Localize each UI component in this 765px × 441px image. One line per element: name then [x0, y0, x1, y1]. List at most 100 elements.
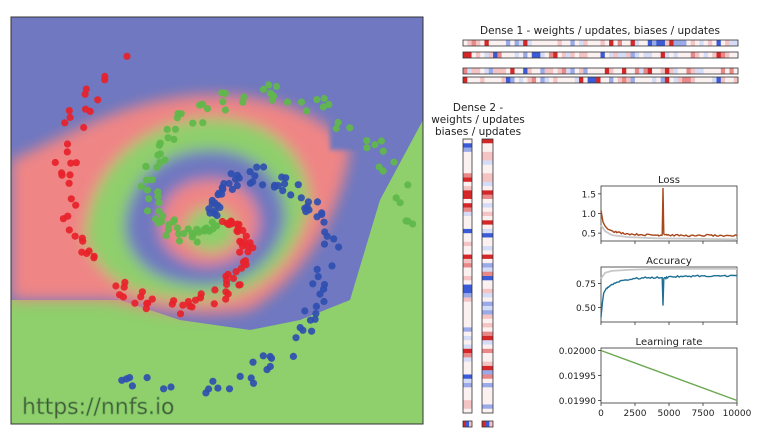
heat-cell — [720, 52, 726, 58]
heat-cell — [725, 52, 730, 58]
series-line-train — [600, 274, 738, 318]
heat-cell — [725, 40, 730, 46]
heat-cell — [570, 77, 576, 83]
heat-cell — [482, 181, 493, 187]
heat-cell — [482, 374, 493, 380]
data-point — [145, 195, 153, 203]
heat-cell — [574, 77, 580, 83]
heat-cell — [587, 52, 593, 58]
data-point — [78, 248, 86, 256]
heat-cell — [518, 77, 524, 83]
data-point — [94, 96, 102, 104]
heat-cell — [482, 288, 493, 294]
heat-cell — [497, 52, 502, 58]
heat-cell — [643, 40, 649, 46]
heat-cell — [566, 77, 571, 83]
heat-cell — [682, 68, 687, 74]
data-point — [112, 282, 120, 290]
x-tick-label: 5000 — [658, 409, 681, 419]
heat-cell — [463, 246, 472, 251]
data-point — [131, 299, 139, 307]
heat-cell — [463, 77, 468, 83]
data-point — [193, 225, 201, 233]
heat-cell — [695, 52, 700, 58]
heat-cell — [720, 40, 726, 46]
heat-cell — [561, 40, 567, 46]
heat-cell — [482, 190, 493, 195]
data-point — [292, 334, 300, 342]
data-point — [66, 113, 74, 121]
data-point — [396, 199, 404, 207]
heat-cell — [634, 77, 640, 83]
data-point — [246, 168, 254, 176]
data-point — [363, 144, 371, 152]
data-point — [71, 232, 79, 240]
heat-cell — [482, 348, 493, 354]
heat-cell — [669, 68, 674, 74]
data-point — [137, 182, 145, 191]
heat-cell — [682, 77, 687, 83]
heat-cell — [647, 68, 653, 74]
heat-cell — [484, 52, 490, 58]
heat-cell — [591, 40, 597, 46]
heat-cell — [600, 40, 606, 46]
heat-cell — [463, 297, 472, 302]
chart-title: Learning rate — [636, 337, 703, 348]
heat-cell — [630, 77, 636, 83]
data-point — [222, 288, 230, 296]
heat-cell — [482, 173, 493, 178]
series-line-validation — [600, 224, 738, 241]
heat-cell — [482, 207, 493, 213]
data-point — [239, 242, 247, 250]
heat-cell — [703, 77, 709, 83]
heat-cell — [482, 164, 493, 170]
data-point — [346, 124, 354, 132]
data-point — [148, 295, 156, 303]
heat-cell — [482, 203, 493, 208]
data-point — [239, 226, 247, 235]
data-point — [211, 286, 219, 294]
heat-cell — [475, 77, 481, 83]
data-point — [143, 207, 152, 215]
heat-cell — [716, 52, 722, 58]
heat-cell — [613, 68, 618, 74]
heat-cell — [626, 68, 631, 74]
y-tick-label: 0.02000 — [559, 347, 596, 357]
heat-cell — [544, 40, 550, 46]
heat-cell — [482, 314, 493, 320]
data-point — [63, 140, 72, 148]
heat-cell — [482, 391, 493, 397]
heat-cell — [682, 40, 687, 46]
dense2-title-line1: Dense 2 - — [453, 102, 503, 114]
dense1-title: Dense 1 - weights / updates, biases / up… — [480, 25, 720, 37]
data-point — [78, 234, 86, 242]
heat-cell — [463, 387, 472, 392]
heat-cell — [497, 77, 502, 83]
y-tick-label: 0.75 — [576, 280, 596, 290]
heat-cell — [544, 52, 550, 58]
heat-cell — [677, 52, 683, 58]
heat-cell — [475, 40, 481, 46]
dense2-strip — [481, 138, 494, 428]
data-point — [175, 230, 183, 238]
heat-cell — [733, 40, 739, 46]
heat-cell — [613, 40, 618, 46]
heat-cell — [475, 68, 481, 74]
data-point — [67, 159, 75, 167]
data-point — [236, 372, 244, 380]
heat-cell — [557, 77, 563, 83]
heat-cell — [493, 77, 498, 83]
data-point — [163, 125, 171, 133]
heat-cell — [527, 40, 533, 46]
heat-cell — [497, 68, 502, 74]
data-point — [143, 176, 151, 184]
heat-cell — [463, 370, 472, 375]
heat-cell — [463, 314, 472, 320]
data-point — [312, 310, 320, 318]
heat-cell — [482, 370, 493, 375]
heat-cell — [463, 335, 472, 341]
data-point — [63, 148, 71, 156]
heat-cell — [531, 68, 537, 74]
data-point — [313, 96, 321, 104]
